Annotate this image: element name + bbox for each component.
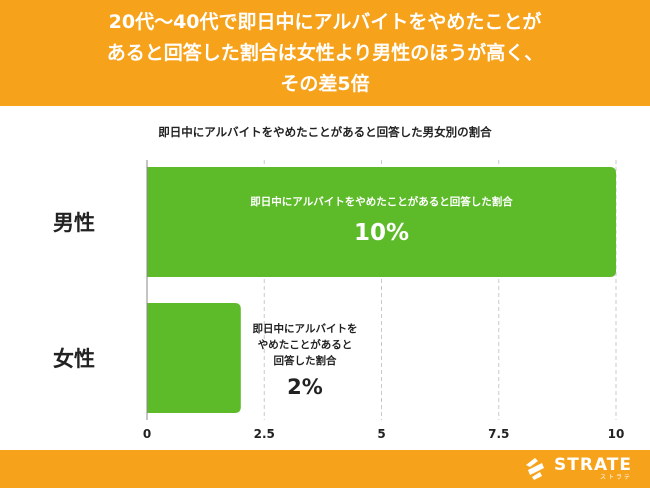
logo-subtext: ストラテ — [599, 474, 632, 481]
logo-text: STRATE — [554, 455, 632, 475]
strate-logo: STRATE ストラテ — [522, 453, 632, 485]
header-title-line-1: 20代〜40代で即日中にアルバイトをやめたことが — [108, 10, 542, 33]
bar-label: 即日中にアルバイトをやめたことがあると回答した割合 — [250, 195, 513, 208]
footer-bar: STRATE ストラテ — [0, 450, 650, 488]
bar-label: やめたことがあると — [258, 338, 353, 351]
x-tick-label: 10 — [608, 427, 625, 441]
x-tick-label: 2.5 — [254, 427, 275, 441]
bar-label: 即日中にアルバイトを — [253, 322, 358, 335]
category-label: 女性 — [53, 347, 95, 371]
bar-female — [147, 303, 241, 413]
data-label: 10% — [354, 220, 409, 246]
bar-male — [147, 167, 616, 277]
header-title-line-3: その差5倍 — [280, 72, 370, 95]
chart-title: 即日中にアルバイトをやめたことがあると回答した男女別の割合 — [158, 125, 492, 139]
x-tick-label: 7.5 — [488, 427, 509, 441]
x-tick-label: 5 — [377, 427, 385, 441]
header-banner: 20代〜40代で即日中にアルバイトをやめたことが あると回答した割合は女性より男… — [0, 0, 650, 106]
x-tick-label: 0 — [143, 427, 151, 441]
bar-label: 回答した割合 — [274, 354, 337, 367]
category-label: 男性 — [53, 211, 95, 235]
strate-logo-icon — [526, 458, 545, 480]
data-label: 2% — [287, 375, 323, 399]
header-title-line-2: あると回答した割合は女性より男性のほうが高く、 — [106, 41, 544, 64]
